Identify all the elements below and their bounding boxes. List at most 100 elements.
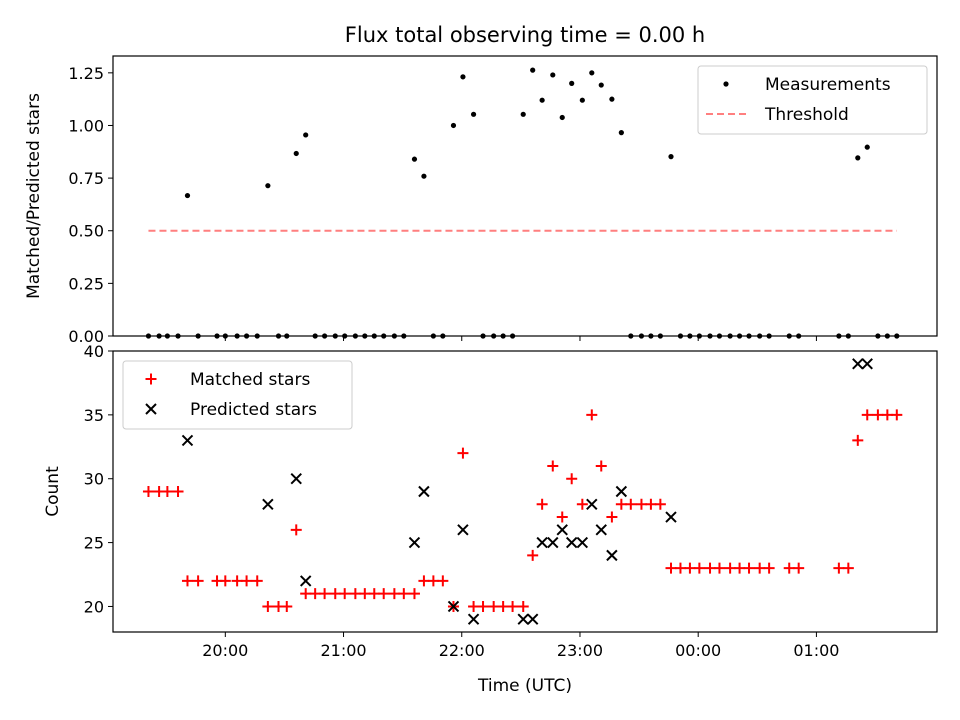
measurement-point	[164, 333, 170, 339]
matched-star-point	[783, 562, 795, 574]
legend-label: Measurements	[765, 75, 891, 95]
plot-frame	[112, 350, 938, 633]
matched-star-point	[181, 575, 193, 587]
matched-star-point	[359, 588, 371, 600]
matched-star-point	[219, 575, 231, 587]
measurement-point	[736, 333, 743, 339]
measurement-point	[430, 333, 436, 339]
measurement-point	[687, 333, 693, 339]
plot-marks	[145, 67, 900, 339]
matched-star-point	[349, 588, 361, 600]
matched-star-point	[891, 409, 903, 421]
measurement-point	[855, 155, 861, 161]
measurement-point	[391, 333, 397, 339]
matched-star-point	[319, 588, 331, 600]
legend-label: Predicted stars	[190, 400, 317, 420]
measurement-point	[156, 333, 162, 339]
matched-star-point	[645, 498, 657, 510]
measurement-point	[312, 333, 318, 339]
measurement-point	[342, 333, 348, 339]
measurement-point	[707, 333, 713, 339]
matched-star-point	[418, 575, 430, 587]
matched-star-point	[161, 486, 173, 497]
predicted-star-point	[262, 498, 274, 510]
x-tick-label: 21:00	[320, 641, 366, 660]
matched-star-point	[576, 498, 588, 510]
predicted-star-point	[595, 524, 607, 536]
measurement-point	[579, 97, 585, 103]
matched-star-point	[724, 562, 736, 574]
matched-star-point	[488, 600, 500, 612]
matched-star-point	[754, 562, 766, 574]
measurement-point	[450, 122, 457, 129]
matched-star-point	[872, 409, 884, 421]
matched-star-point	[852, 434, 864, 446]
measurement-point	[371, 333, 377, 339]
matched-star-point	[507, 600, 519, 612]
measurement-point	[491, 333, 497, 339]
measurement-point	[214, 333, 220, 339]
matched-star-point	[665, 562, 677, 574]
predicted-star-point	[615, 485, 628, 498]
predicted-star-point	[290, 473, 302, 485]
matched-star-point	[378, 588, 390, 600]
measurement-point	[222, 333, 228, 339]
measurement-point	[550, 72, 556, 78]
matched-star-point	[497, 600, 509, 612]
matched-star-point	[734, 562, 746, 574]
measurement-point	[638, 333, 645, 339]
measurement-point	[559, 114, 565, 121]
measurement-point	[411, 156, 418, 162]
measurement-point	[275, 333, 282, 339]
matched-star-point	[536, 498, 548, 510]
matched-star-point	[172, 486, 184, 497]
matched-star-point	[684, 562, 696, 574]
predicted-star-point	[606, 549, 618, 562]
x-tick-label: 00:00	[675, 641, 721, 660]
x-tick-label: 22:00	[439, 641, 485, 660]
x-tick-label: 23:00	[557, 641, 603, 660]
y-axis-title: Matched/Predicted stars	[24, 93, 44, 299]
matched-star-point	[517, 600, 529, 612]
measurement-point	[530, 67, 536, 73]
predicted-star-point	[536, 536, 548, 549]
predicted-star-point	[852, 358, 864, 370]
y-axis-title: Count	[43, 466, 63, 517]
y-tick-label: 35	[84, 406, 104, 425]
predicted-star-point	[526, 613, 539, 625]
y-tick-label: 40	[84, 342, 104, 361]
y-tick-label: 0.25	[68, 274, 104, 293]
measurement-point	[265, 183, 271, 189]
measurement-point	[864, 144, 870, 150]
measurement-point	[243, 333, 250, 339]
measurement-point	[796, 333, 802, 339]
measurement-point	[322, 333, 328, 339]
measurement-point	[539, 97, 545, 103]
matched-star-point	[468, 600, 480, 612]
plot-frame	[112, 55, 938, 337]
measurement-point	[254, 333, 260, 339]
measurement-point	[470, 111, 477, 117]
measurement-point	[786, 333, 792, 339]
matched-star-point	[635, 498, 647, 510]
measurement-point	[716, 333, 723, 339]
measurement-point	[195, 333, 201, 339]
predicted-star-point	[565, 536, 578, 549]
matched-star-point	[231, 575, 243, 587]
legend-measurement-swatch	[723, 81, 729, 87]
top-plot: 0.00 0.25 0.50 0.75 1.00 1.25 Matched/Predicte…	[24, 55, 938, 346]
matched-star-point	[881, 409, 893, 421]
measurement-point	[875, 333, 881, 339]
matched-star-point	[566, 473, 578, 485]
predicted-star-point	[665, 511, 677, 523]
matched-star-point	[329, 588, 341, 600]
y-tick-label: 25	[84, 534, 104, 553]
measurement-point	[757, 333, 763, 339]
predicted-star-point	[447, 600, 460, 613]
legend-box	[697, 65, 928, 135]
measurement-point	[657, 333, 663, 339]
predicted-star-point	[299, 575, 312, 587]
matched-star-point	[713, 562, 725, 574]
matched-star-point	[142, 486, 154, 497]
matched-star-point	[763, 562, 775, 574]
